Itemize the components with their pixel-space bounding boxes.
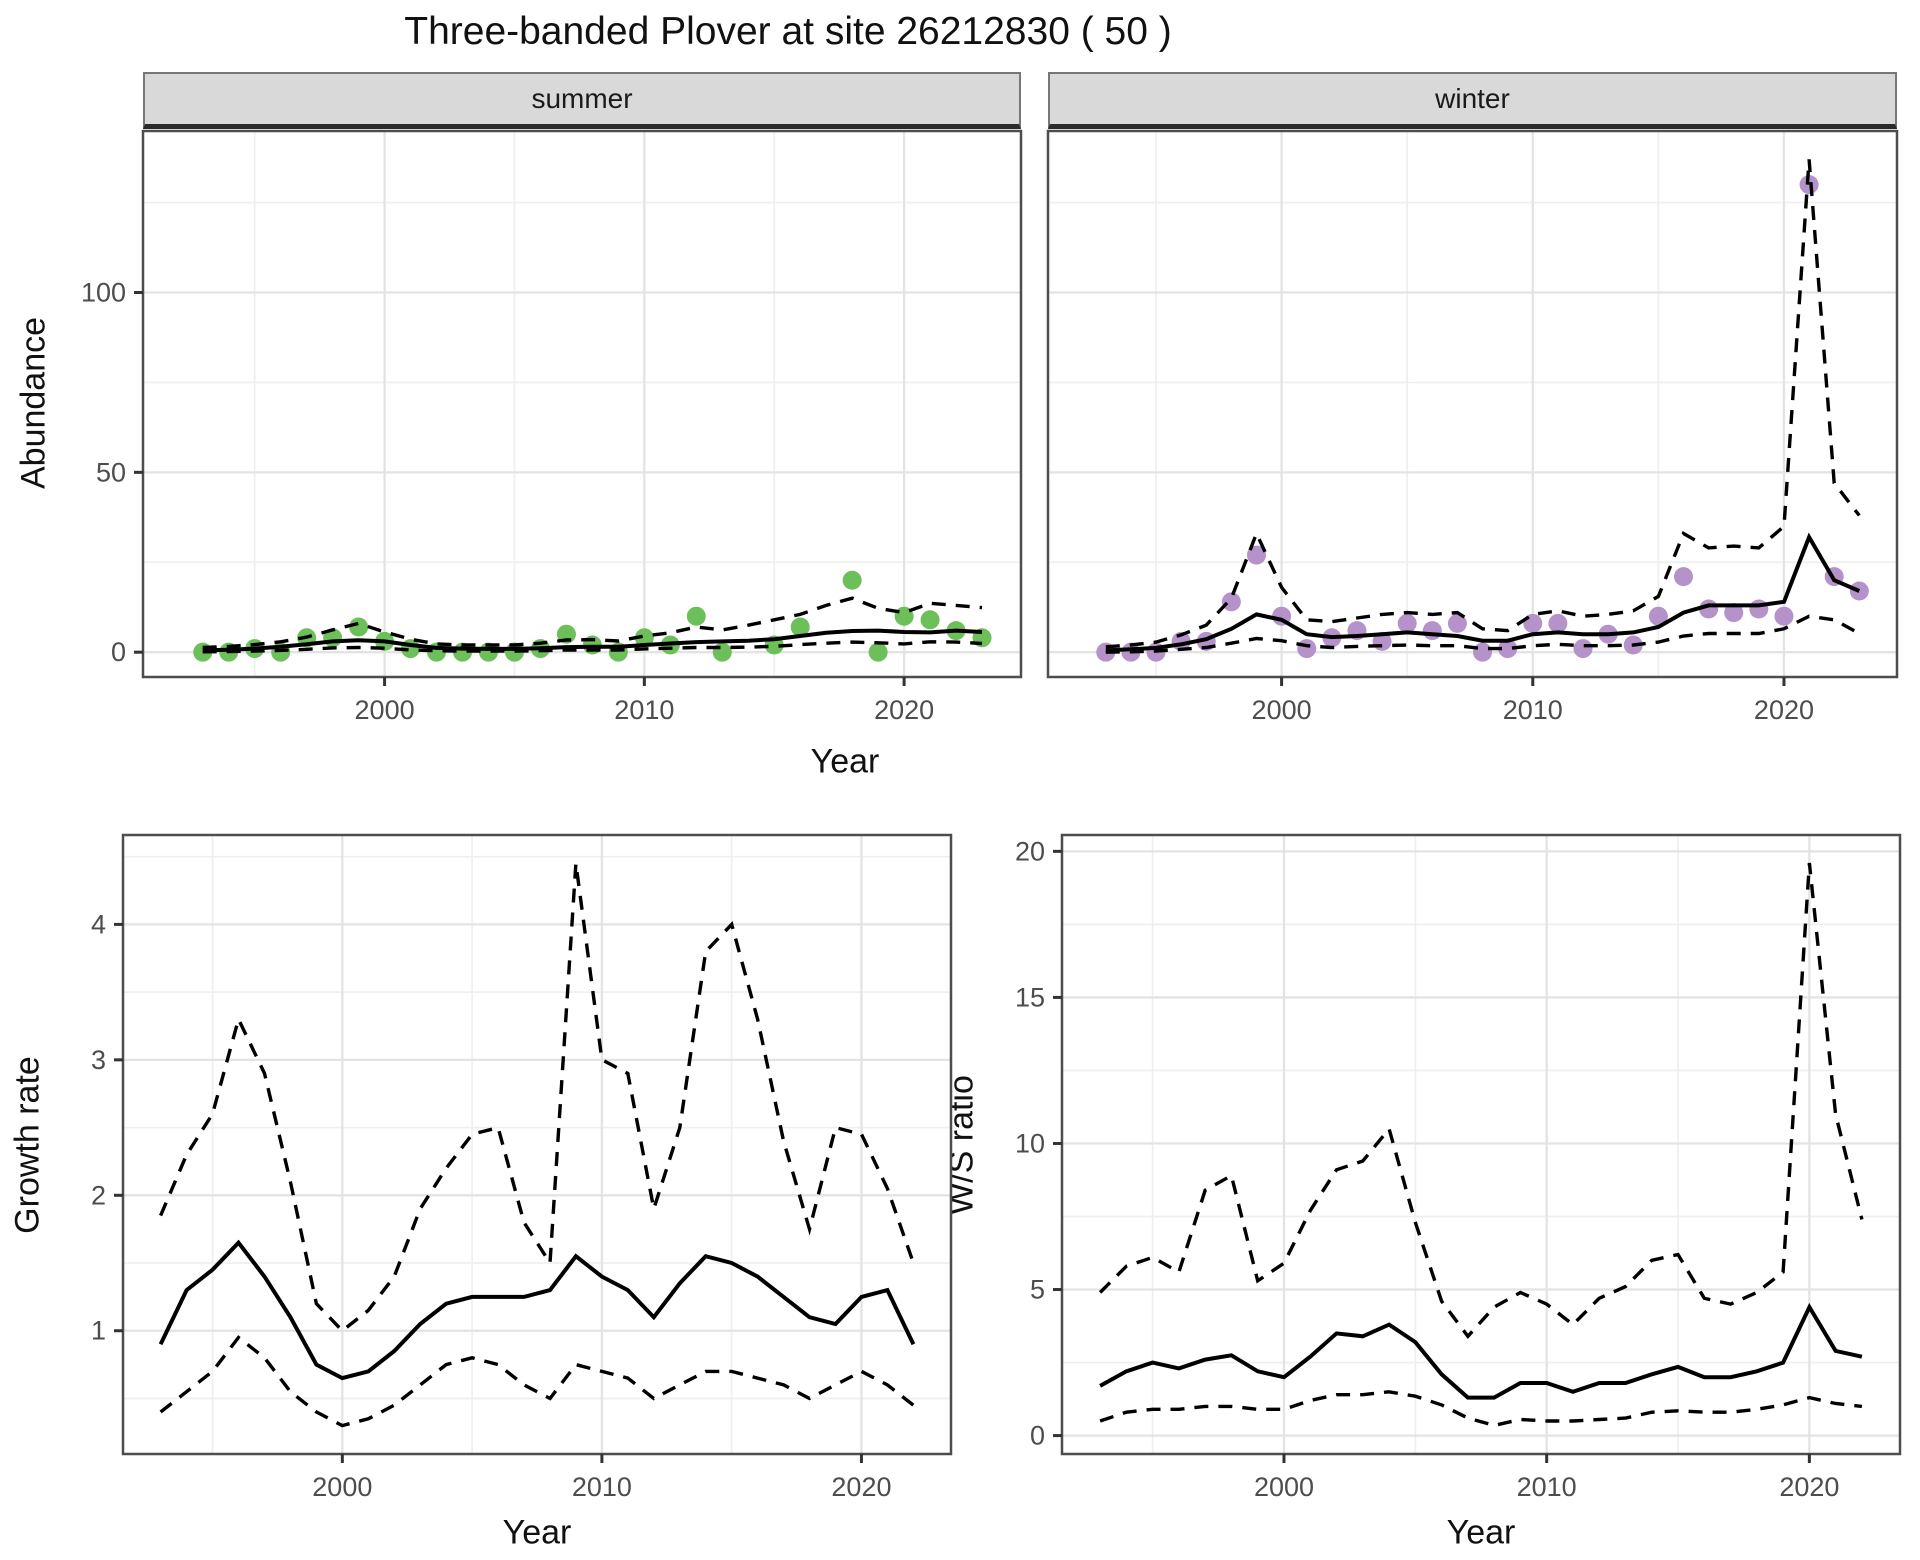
data-point (686, 606, 706, 626)
panel-background (143, 131, 1021, 677)
y-tick-label: 5 (1030, 1275, 1045, 1305)
winter-upper_ci-line (1105, 159, 1861, 649)
data-point (1221, 592, 1241, 612)
y-tick-label: 15 (1015, 982, 1045, 1012)
data-point (1422, 621, 1442, 641)
y-axis-title-abundance: Abundance (14, 316, 53, 490)
x-tick-label: 2020 (874, 695, 934, 725)
x-tick-label: 2000 (1254, 1472, 1314, 1502)
x-tick-label: 2010 (572, 1472, 632, 1502)
panel-background (1048, 131, 1897, 677)
axis-ticks: 2000 2010 2020 (1252, 677, 1814, 725)
gridlines-minor (123, 835, 951, 1454)
growth-upper_ci-line (159, 863, 916, 1333)
axis-ticks: 2000 2010 2020 0 5 10 15 20 (1015, 836, 1839, 1502)
y-tick-label: 2 (91, 1180, 106, 1210)
panel-border (141, 129, 1023, 679)
data-point (1397, 613, 1417, 633)
y-tick-label: 0 (1030, 1421, 1045, 1451)
y-tick-label: 4 (91, 909, 106, 939)
growth-rate-chart: 2000 2010 2020 1 2 3 4 (91, 833, 953, 1502)
x-tick-label: 2000 (355, 695, 415, 725)
data-point (349, 617, 369, 637)
gridlines-minor (1048, 131, 1897, 677)
x-tick-label: 2020 (1754, 695, 1814, 725)
ws-mean-line (1099, 1302, 1863, 1400)
x-tick-label: 2010 (614, 695, 674, 725)
data-point (1799, 175, 1819, 195)
summer-lower_ci-line (202, 640, 983, 654)
panel-border (1046, 129, 1899, 679)
data-point (842, 570, 862, 590)
x-tick-label: 2020 (1779, 1472, 1839, 1502)
y-tick-label: 3 (91, 1045, 106, 1075)
data-point (1849, 581, 1869, 601)
x-tick-label: 2010 (1503, 695, 1563, 725)
gridlines-major (123, 835, 951, 1454)
data-point (1749, 599, 1769, 619)
x-tick-label: 2020 (831, 1472, 891, 1502)
data-point (1724, 603, 1744, 623)
growth-mean-line (158, 1239, 916, 1381)
x-axis-title-year-top: Year (810, 742, 880, 781)
x-tick-label: 2010 (1517, 1472, 1577, 1502)
ws-upper_ci-line (1098, 862, 1864, 1339)
panel-background (123, 835, 951, 1454)
x-tick-label: 2000 (312, 1472, 372, 1502)
summer-abundance-chart: 2000 2010 2020 0 50 100 (81, 129, 1023, 725)
data-point (1573, 639, 1593, 659)
axis-ticks: 2000 2010 2020 0 50 100 (81, 277, 934, 725)
summer-upper_ci-line (202, 596, 983, 650)
winter-lower_ci-line (1105, 614, 1861, 654)
data-point (868, 642, 888, 662)
ws-ratio-chart: 2000 2010 2020 0 5 10 15 20 (1015, 833, 1902, 1502)
y-tick-label: 1 (91, 1316, 106, 1346)
gridlines-major (1048, 131, 1897, 677)
data-point (790, 617, 810, 637)
axis-ticks: 2000 2010 2020 1 2 3 4 (91, 909, 892, 1502)
winter-fitted_mean-line (1105, 532, 1861, 653)
y-tick-label: 20 (1015, 836, 1045, 866)
facet-strip-label: summer (531, 83, 633, 114)
data-point (634, 628, 654, 648)
figure-title: Three-banded Plover at site 26212830 ( 5… (404, 10, 1172, 53)
growth-lower_ci-line (159, 1335, 915, 1428)
winter-abundance-chart: 2000 2010 2020 (1046, 129, 1899, 725)
y-tick-label: 50 (96, 457, 126, 487)
data-point (1673, 567, 1693, 587)
facet-strip-winter: winter (1048, 72, 1897, 129)
data-point (712, 642, 732, 662)
data-point (1548, 613, 1568, 633)
panel-border (121, 833, 953, 1456)
ws-lower_ci-line (1099, 1390, 1863, 1428)
data-point (1774, 606, 1794, 626)
data-point (1297, 639, 1317, 659)
gridlines-major (1062, 835, 1900, 1454)
data-point (1473, 642, 1493, 662)
data-point (1648, 606, 1668, 626)
data-point (1447, 613, 1467, 633)
y-tick-label: 10 (1015, 1128, 1045, 1158)
data-point (920, 610, 940, 630)
facet-strip-summer: summer (143, 72, 1021, 129)
facet-strip-label: winter (1435, 83, 1510, 114)
data-point (1498, 639, 1518, 659)
y-tick-label: 100 (81, 277, 126, 307)
summer-fitted_mean-line (202, 628, 983, 653)
gridlines-minor (143, 131, 1021, 677)
y-tick-label: 0 (111, 637, 126, 667)
x-axis-title-year-bottom-right: Year (1446, 1513, 1516, 1552)
x-axis-title-year-bottom-left: Year (502, 1513, 572, 1552)
x-tick-label: 2000 (1252, 695, 1312, 725)
